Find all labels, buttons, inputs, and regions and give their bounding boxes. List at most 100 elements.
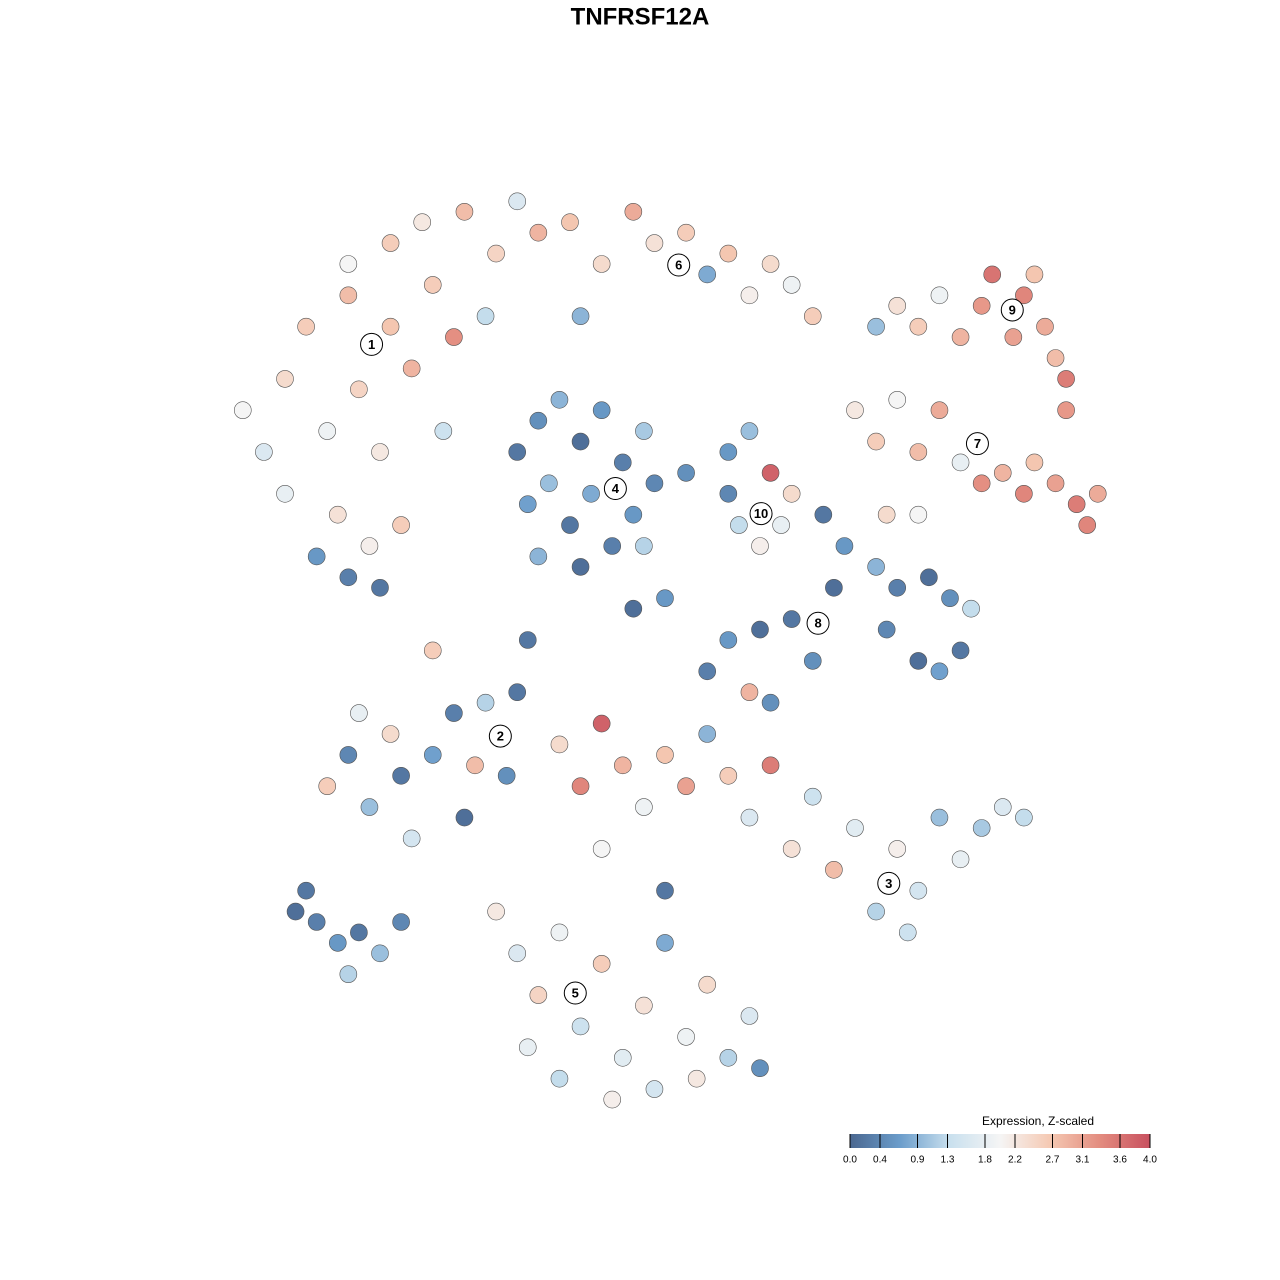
point [835,537,854,555]
cluster-label: 7 [974,436,981,451]
point [719,766,738,785]
point [951,850,970,869]
point [339,746,358,764]
point [656,589,674,608]
point [476,307,495,326]
colorbar-tick-label: 1.8 [978,1155,992,1166]
point [550,735,569,754]
point [740,808,759,827]
cluster-label: 5 [572,985,579,1000]
point [413,213,432,232]
point [402,829,421,848]
point [825,860,843,879]
cluster-badge [749,502,773,526]
point [803,307,822,326]
point [740,422,759,440]
point [677,1028,695,1046]
point [751,537,769,555]
point [508,443,527,461]
point [888,296,907,315]
point [719,631,738,649]
point [761,756,780,775]
point [719,443,738,461]
point [297,881,315,900]
point [624,599,643,618]
point [592,840,611,858]
point [328,505,347,524]
cluster-badge [488,724,512,748]
point [423,746,442,764]
point [635,996,653,1015]
point [466,756,484,775]
point [930,662,949,681]
point [898,923,917,942]
point [698,265,717,284]
point [571,307,590,326]
point [993,464,1012,482]
point [561,516,579,534]
point [930,401,949,420]
point [613,453,632,472]
point [920,568,938,587]
colorbar-tick-label: 3.6 [1113,1155,1127,1166]
cluster-badge [667,253,691,277]
point [909,881,928,900]
cluster-badge [603,477,627,501]
point [909,505,928,524]
cluster-label: 8 [814,616,821,631]
point [803,787,822,806]
point [1067,495,1086,514]
chart-title: TNFRSF12A [571,3,710,30]
point [624,505,643,524]
point [328,934,347,952]
point [571,432,590,451]
point [571,558,590,576]
point [1015,484,1033,503]
point [751,1059,769,1078]
point [1015,808,1033,827]
point [445,704,463,722]
point [339,965,358,984]
colorbar-tick-label: 3.1 [1076,1155,1090,1166]
point [645,474,664,493]
point [941,589,959,608]
point [888,578,907,597]
point [476,693,495,712]
point [814,505,833,524]
point [1057,401,1075,420]
cluster-label: 1 [368,337,375,352]
point [930,286,949,305]
point [761,693,780,712]
point [803,652,822,670]
point [846,819,864,837]
point [508,944,527,963]
cluster-badge [965,432,989,456]
point [740,683,759,702]
point [782,276,801,294]
point [687,1069,706,1088]
point [867,317,885,336]
point [550,1069,569,1088]
point [592,255,611,273]
point [698,975,717,994]
point [867,902,885,921]
cluster-label: 3 [885,876,892,891]
point [1046,474,1065,493]
cluster-badge [1000,298,1024,322]
cluster-badge [563,981,587,1005]
point [318,777,337,796]
point [782,610,801,628]
point [1025,453,1044,472]
point [1004,328,1023,346]
point [255,443,273,461]
point [392,766,410,785]
point [740,286,759,305]
point [307,913,326,931]
point [635,537,653,555]
point [677,464,695,482]
point [1015,286,1033,305]
point [909,317,928,336]
point [371,944,389,963]
point [613,756,632,775]
point [909,443,928,461]
